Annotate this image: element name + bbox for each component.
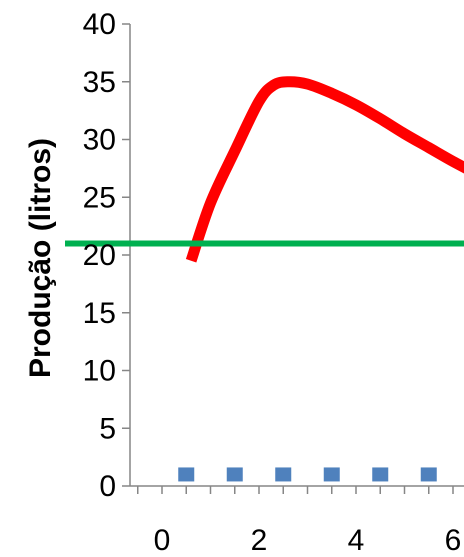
series-2-marker	[323, 467, 340, 482]
series-2-marker	[275, 467, 292, 482]
y-tick-label: 35	[83, 66, 116, 99]
y-tick-label: 40	[83, 8, 116, 41]
y-tick-label: 20	[83, 239, 116, 272]
series-2-marker	[420, 467, 437, 482]
series-2-marker	[226, 467, 243, 482]
y-axis-title: Produção (litros)	[24, 138, 57, 378]
y-tick-label: 10	[83, 355, 116, 388]
series-2-marker	[178, 467, 195, 482]
series-2-marker	[372, 467, 389, 482]
y-tick-label: 30	[83, 124, 116, 157]
x-tick-label: 0	[154, 524, 171, 557]
y-tick-label: 15	[83, 297, 116, 330]
x-tick-label: 6	[445, 524, 462, 557]
y-tick-label: 5	[99, 412, 116, 445]
y-tick-label: 25	[83, 181, 116, 214]
x-tick-label: 2	[251, 524, 268, 557]
series-0-line	[185, 76, 464, 263]
x-tick-label: 4	[348, 524, 365, 557]
y-tick-label: 0	[99, 470, 116, 503]
